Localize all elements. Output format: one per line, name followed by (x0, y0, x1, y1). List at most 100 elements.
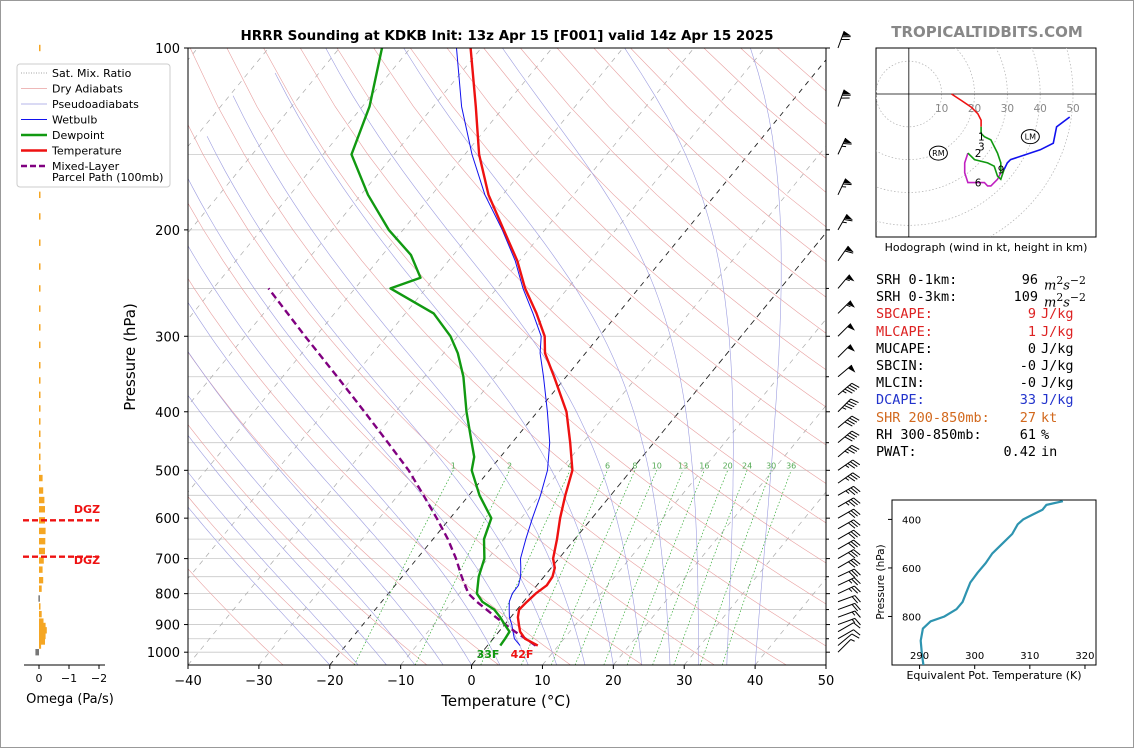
omega-x-tick-label: −2 (91, 672, 107, 685)
mixing-ratio-label: 8 (632, 461, 637, 470)
isotherm-line (188, 48, 340, 234)
wind-barb-full (848, 552, 856, 559)
wind-barb-flag (847, 365, 856, 373)
wind-barb-flag (847, 344, 855, 352)
wind-barb (837, 602, 861, 612)
wind-barb-full (846, 434, 855, 440)
wind-barb-full (851, 596, 859, 604)
x-tick-label: 10 (534, 674, 551, 689)
wind-barb-shaft (837, 364, 853, 378)
index-label: SRH 0-1km: (876, 272, 958, 288)
wind-barb-shaft (837, 323, 852, 337)
wind-barb-full (848, 400, 857, 406)
index-value: 27 (1019, 409, 1036, 426)
omega-bar (39, 506, 45, 513)
wind-barb-full (852, 472, 861, 479)
wind-barb-full (847, 463, 856, 469)
hodograph: 10 20 30 40 50 1 23 6 9 RM LM (876, 48, 1096, 237)
wind-barb-full (853, 485, 861, 493)
y-tick-label: 700 (155, 553, 180, 568)
wind-barb (837, 508, 861, 519)
wind-barb-full (854, 603, 861, 611)
mixing-ratio-label: 2 (507, 461, 512, 470)
wind-barb-full (851, 415, 860, 421)
omega-bar (39, 632, 46, 640)
wind-barb-full (841, 97, 850, 99)
wind-barb-full (851, 430, 860, 436)
wind-barb-half (845, 464, 850, 468)
hodograph-height-label: 9 (998, 164, 1005, 176)
index-unit: J/kg (1041, 306, 1074, 323)
omega-bar (39, 362, 41, 369)
wind-barb-half (841, 145, 847, 148)
mixing-ratio-line (414, 470, 510, 665)
wind-barb-full (853, 568, 861, 576)
wind-barb-full (848, 511, 856, 518)
dry-adiabat-line (373, 48, 826, 484)
skewt-profiles: 1 2 4 6 8 10 13 16 20 24 30 36 (267, 48, 796, 647)
index-value: -0 (1019, 357, 1036, 374)
wind-barb-flag (842, 89, 851, 95)
wind-barb (837, 137, 853, 155)
index-unit: J/kg (1041, 392, 1074, 409)
wind-barb (837, 364, 856, 378)
omega-bar (39, 585, 42, 592)
wind-barb-shaft (837, 622, 854, 633)
omega-bar (39, 496, 45, 504)
index-label: DCAPE: (876, 392, 925, 409)
dry-adiabat-line (188, 424, 428, 665)
theta-e-x-tick-label: 310 (1020, 651, 1039, 662)
mixing-ratio-line (652, 470, 729, 665)
hodograph-caption: Hodograph (wind in kt, height in km) (885, 241, 1088, 254)
legend-label-wetbulb: Wetbulb (52, 114, 97, 127)
index-value: -0 (1019, 375, 1036, 392)
omega-bar (39, 618, 44, 625)
index-value: 0.42 (1003, 443, 1036, 460)
wind-barb-half (845, 278, 850, 282)
omega-bar (39, 610, 42, 618)
isotherm-line (188, 48, 553, 493)
mixing-ratio-label: 36 (786, 461, 796, 470)
mixing-ratio-line (603, 470, 684, 665)
wind-barb-shaft (837, 508, 854, 519)
wind-barb (837, 549, 861, 560)
wind-barb-full (853, 529, 861, 536)
pseudoadiabat-line (325, 48, 642, 665)
x-tick-label: 30 (676, 674, 693, 689)
wind-barb-full (851, 586, 859, 594)
omega-bar (39, 44, 41, 52)
theta-e-y-tick-label: 800 (902, 612, 921, 623)
legend-box (16, 63, 171, 188)
index-label: RH 300-850mb: (876, 426, 982, 443)
wind-barb-shaft (837, 214, 848, 231)
x-tick-label: 20 (605, 674, 622, 689)
y-tick-label: 100 (155, 42, 180, 57)
mixing-ratio-label: 13 (678, 461, 688, 470)
surface-dewpoint-label: 33F (477, 648, 500, 661)
omega-bar (39, 642, 42, 649)
y-tick-label: 300 (155, 330, 180, 345)
mixing-ratio-line (626, 470, 705, 665)
wind-barb-shaft (837, 568, 855, 578)
wind-barb-shaft (837, 577, 855, 586)
hodograph-ring-label: 30 (1001, 103, 1014, 115)
isotherm-line (329, 59, 826, 665)
wind-barb (837, 214, 853, 231)
chart-title: HRRR Sounding at KDKB Init: 13z Apr 15 [… (240, 28, 773, 44)
index-label: MUCAPE: (876, 340, 933, 357)
wind-barb-full (846, 386, 855, 392)
omega-bar (39, 547, 45, 555)
legend-label-temperature: Temperature (51, 145, 122, 158)
index-value: 9 (1027, 306, 1036, 323)
wind-barb-full (853, 577, 861, 585)
isotherm-line (471, 232, 826, 665)
index-row: SHR 200-850mb: 27 kt (876, 410, 1106, 427)
dry-adiabat-line (189, 48, 787, 665)
pseudoadiabat-line (750, 48, 782, 665)
index-row: MUCAPE: 0 J/kg (876, 341, 1106, 358)
wind-barb-full (849, 417, 858, 423)
wind-barb (837, 382, 860, 396)
index-unit: J/kg (1041, 357, 1074, 374)
index-label: SHR 200-850mb: (876, 409, 990, 426)
wind-barb (837, 245, 854, 262)
